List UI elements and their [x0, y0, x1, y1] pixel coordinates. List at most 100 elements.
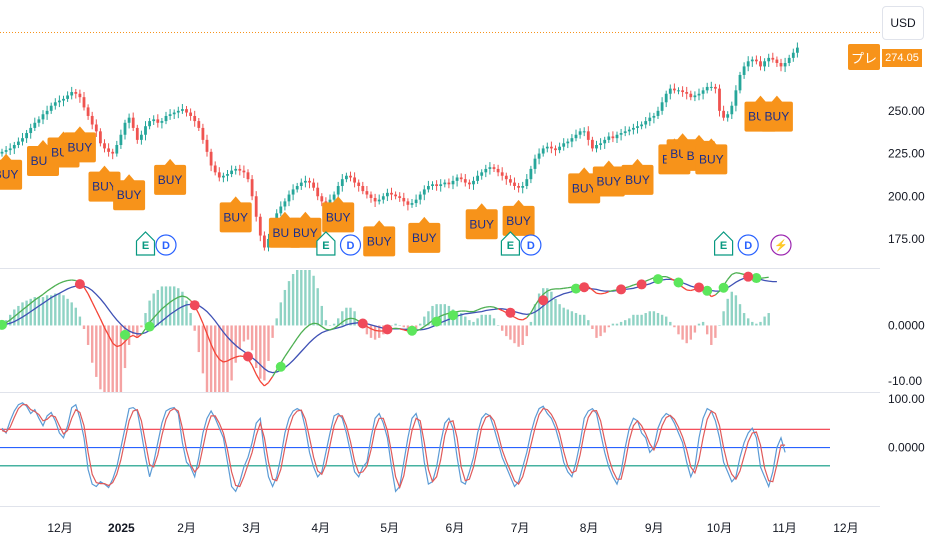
candle [685, 92, 689, 94]
macd-line-segment [202, 323, 208, 335]
macd-histogram-bar [136, 325, 139, 338]
candle [447, 182, 451, 185]
macd-histogram-bar [132, 325, 135, 335]
macd-histogram-bar [517, 325, 520, 347]
macd-histogram-bar [230, 325, 233, 381]
macd-histogram-bar [492, 318, 496, 326]
macd-line-segment [350, 317, 355, 320]
macd-histogram-bar [566, 309, 569, 326]
stoch-k-line [1, 402, 786, 493]
time-axis-label: 9月 [645, 521, 664, 535]
macd-histogram-bar [259, 325, 262, 379]
macd-histogram-bar [521, 325, 524, 345]
macd-cross-down-dot [505, 307, 516, 318]
macd-line-segment [17, 309, 23, 314]
macd-line-segment [42, 290, 48, 295]
macd-histogram-bar [607, 325, 610, 328]
stoch-axis-label: 0.0000 [888, 441, 925, 455]
macd-histogram-bar [476, 318, 479, 326]
candle [115, 145, 119, 154]
candle [213, 165, 217, 173]
candle [652, 115, 656, 118]
candle [431, 184, 434, 186]
candle [525, 179, 529, 186]
macd-line-segment [440, 313, 446, 317]
candle [295, 186, 299, 190]
time-axis-label: 2025 [108, 521, 135, 535]
macd-line-segment [186, 296, 192, 302]
macd-cross-up-dot [718, 282, 729, 293]
macd-histogram-bar [193, 325, 196, 331]
macd-histogram-bar [734, 295, 738, 326]
macd-line-segment [255, 373, 261, 382]
macd-histogram-bar [755, 323, 758, 326]
macd-line-segment [214, 352, 220, 360]
candle [41, 114, 45, 120]
svg-text:D: D [162, 240, 170, 252]
candle [189, 112, 192, 116]
candle [304, 180, 307, 183]
candle [463, 179, 467, 183]
macd-histogram-bar [501, 325, 504, 331]
macd-histogram-bar [21, 302, 24, 326]
macd-line-segment [727, 274, 733, 280]
macd-line-segment [284, 350, 290, 357]
macd-histogram-bar [423, 316, 426, 326]
buy-label: BUY [572, 181, 597, 195]
macd-line-segment [235, 355, 240, 358]
candle [156, 119, 160, 123]
macd-histogram-bar [328, 325, 332, 326]
macd-line-segment [711, 294, 716, 298]
macd-line-segment [304, 324, 310, 329]
candle [697, 93, 701, 96]
macd-histogram-bar [115, 325, 118, 392]
macd-histogram-bar [13, 309, 16, 326]
macd-line-segment [22, 306, 28, 311]
macd-histogram-bar [472, 321, 475, 326]
macd-histogram-bar [583, 314, 586, 326]
macd-line-segment [210, 344, 216, 354]
macd-line-segment [173, 296, 179, 300]
candle [656, 110, 660, 116]
candle [168, 114, 172, 116]
macd-histogram-bar [144, 313, 147, 326]
candle [21, 138, 24, 142]
macd-line-segment [91, 301, 97, 311]
macd-cross-up-dot [702, 285, 713, 296]
macd-line-segment [457, 310, 462, 313]
macd-histogram-bar [312, 275, 315, 326]
svg-text:E: E [507, 240, 514, 252]
candle [37, 119, 41, 123]
candle [381, 196, 385, 200]
candle [406, 201, 410, 205]
candle [734, 90, 738, 106]
candle [267, 238, 270, 248]
macd-histogram-bar [558, 304, 561, 326]
candle [722, 110, 725, 118]
macd-line-segment [714, 290, 720, 296]
macd-histogram-bar [156, 289, 159, 326]
candle [582, 131, 586, 133]
macd-line-segment [63, 279, 68, 283]
candle [660, 102, 664, 111]
currency-button[interactable]: USD [882, 6, 924, 40]
candle [176, 110, 180, 113]
svg-text:E: E [720, 240, 727, 252]
macd-histogram-bar [628, 318, 631, 326]
buy-label: BUY [293, 226, 318, 240]
macd-line-segment [608, 289, 614, 293]
macd-histogram-bar [611, 323, 615, 326]
price-axis-label: 200.00 [888, 189, 925, 203]
macd-histogram-bar [140, 325, 143, 328]
candle [279, 206, 283, 214]
candle [418, 194, 422, 200]
macd-line-segment [300, 327, 306, 334]
macd-histogram-bar [488, 314, 492, 326]
macd-histogram-bar [738, 304, 742, 326]
candle [709, 86, 713, 88]
candle [238, 168, 242, 171]
svg-text:D: D [347, 240, 355, 252]
macd-histogram-bar [533, 304, 537, 326]
macd-histogram-bar [222, 325, 225, 392]
